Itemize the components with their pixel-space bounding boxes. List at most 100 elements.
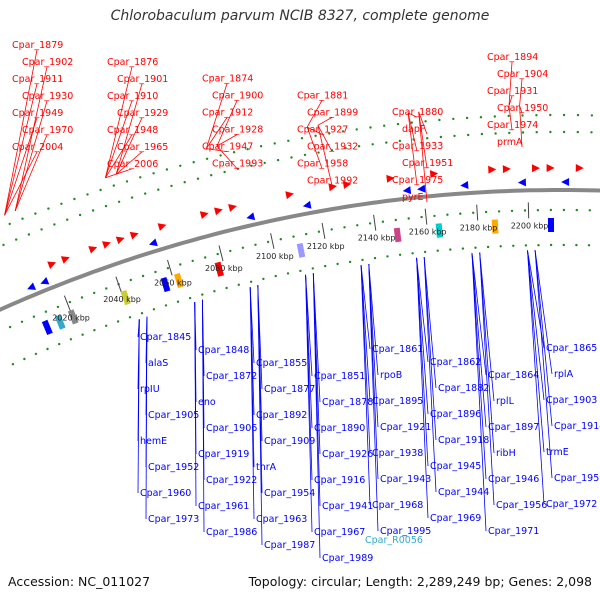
ring-dot	[348, 260, 352, 264]
ring-dot	[250, 164, 253, 167]
label-leader-reverse	[471, 252, 487, 532]
ring-dot	[69, 338, 73, 341]
gene-label-forward: Cpar_1899	[307, 107, 358, 118]
ring-dot	[201, 293, 204, 296]
ring-dot	[465, 116, 469, 120]
ring-dot	[576, 130, 579, 134]
gene-label-forward: Cpar_1993	[212, 159, 263, 170]
label-leader-reverse	[479, 252, 495, 402]
forward-gene-arrow	[429, 170, 439, 179]
gene-label-reverse: Cpar_1855	[256, 358, 307, 369]
ring-dot	[587, 244, 591, 247]
label-leader-forward	[508, 95, 513, 107]
label-leader-forward	[306, 126, 323, 169]
ring-dot	[139, 176, 142, 179]
gene-label-forward: Cpar_1927	[297, 124, 348, 135]
ring-dot	[15, 238, 18, 241]
gene-label-forward: Cpar_1879	[12, 40, 63, 51]
ring-dot	[86, 193, 89, 196]
gene-label-reverse: rpIU	[140, 384, 160, 395]
label-leader-forward	[519, 78, 523, 106]
gene-label-forward: Cpar_1881	[297, 90, 348, 101]
forward-gene-arrow	[115, 236, 125, 245]
ring-dot	[8, 222, 11, 226]
label-leader-forward	[508, 105, 513, 131]
ring-dot	[452, 117, 455, 121]
ring-dot	[141, 274, 145, 278]
gene-label-reverse: Cpar_1906	[206, 423, 257, 434]
ring-dot	[494, 132, 497, 135]
tick-mark	[270, 233, 275, 249]
forward-gene-arrow	[47, 261, 57, 269]
label-leader-forward	[205, 83, 228, 149]
ring-dot	[232, 151, 236, 154]
label-leader-reverse	[527, 250, 545, 505]
ring-dot	[355, 128, 358, 131]
tick-mark	[115, 276, 122, 292]
gene-label-forward: Cpar_1965	[117, 142, 168, 153]
ring-dot	[537, 244, 540, 247]
ring-dot	[273, 142, 276, 145]
ring-dot	[385, 141, 388, 144]
ring-dot	[262, 277, 265, 281]
gene-label-forward: Cpar_1932	[307, 141, 358, 152]
ring-dot	[27, 233, 31, 236]
tick-label: 2160 kbp	[409, 228, 447, 237]
ring-dot	[279, 238, 282, 241]
ring-dot	[356, 224, 359, 227]
gene-label-reverse: Cpar_1878	[322, 397, 373, 408]
ring-dot	[336, 262, 339, 266]
ring-dot	[383, 124, 386, 127]
ring-dot	[480, 132, 484, 136]
ring-dot	[497, 210, 501, 213]
reverse-gene-arrow	[417, 184, 426, 193]
ring-dot	[287, 139, 290, 142]
gene-label-forward: Cpar_2004	[12, 142, 63, 153]
tick-label: 2080 kbp	[205, 264, 243, 273]
ring-dot	[461, 247, 465, 250]
ring-dot	[176, 300, 180, 303]
ring-dot	[125, 180, 129, 183]
gene-label-reverse: Cpar_1862	[430, 357, 481, 368]
gene-label-reverse: Cpar_1968	[372, 500, 423, 511]
gene-label-reverse: Cpar_1909	[264, 436, 315, 447]
ring-dot	[575, 243, 578, 247]
ring-dot	[81, 333, 84, 336]
ring-dot	[328, 132, 331, 135]
ring-dot	[299, 269, 302, 273]
label-leader-reverse	[416, 257, 429, 519]
gene-label-reverse: Cpar_1922	[206, 475, 257, 486]
gene-label-forward: Cpar_1949	[12, 108, 63, 119]
footer: Accession: NC_011027 Topology: circular;…	[0, 572, 600, 598]
ring-dot	[590, 131, 593, 134]
label-leader-reverse	[368, 263, 379, 532]
ring-dot	[536, 209, 540, 212]
reverse-gene-arrow	[148, 238, 158, 247]
ring-dot	[499, 245, 502, 248]
forward-gene-arrow	[228, 204, 237, 212]
reverse-gene-arrow	[40, 276, 50, 285]
gene-label-forward: Cpar_1948	[107, 125, 158, 136]
label-leader-forward	[418, 111, 428, 203]
ring-dot	[433, 214, 436, 218]
gene-label-reverse: Cpar_1865	[546, 343, 597, 354]
ring-dot	[73, 197, 76, 201]
gene-label-reverse: Cpar_1914	[554, 421, 600, 432]
gene-label-reverse: Cpar_1986	[206, 527, 257, 538]
ring-dot	[205, 157, 209, 160]
ring-dot	[47, 207, 50, 210]
ring-dot	[246, 148, 249, 151]
label-leader-forward	[418, 111, 428, 135]
ring-dot	[398, 139, 402, 143]
ring-dot	[394, 218, 397, 222]
label-leader-forward	[519, 105, 523, 148]
ring-dot	[60, 202, 63, 205]
label-leader-forward	[105, 168, 133, 179]
ring-dot	[562, 208, 566, 212]
tick-label: 2020 kbp	[52, 314, 90, 323]
ring-dot	[305, 232, 308, 236]
forward-gene-arrow	[575, 164, 584, 173]
ring-dot	[236, 167, 240, 170]
ring-dot	[213, 290, 216, 293]
gene-label-reverse: rplA	[554, 369, 574, 380]
